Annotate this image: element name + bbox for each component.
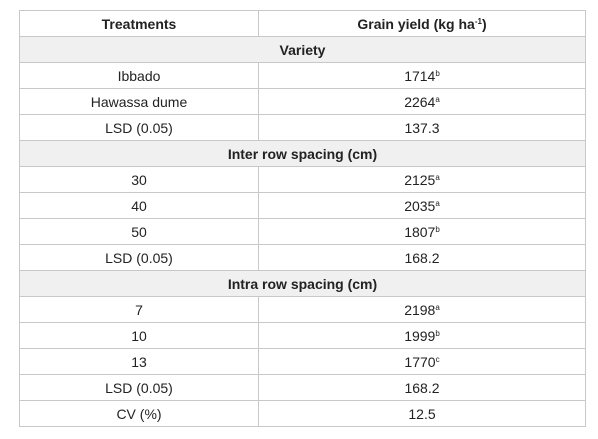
section-row: Intra row spacing (cm) bbox=[19, 270, 586, 297]
section-row: Variety bbox=[19, 36, 586, 63]
yield-cell: 168.2 bbox=[258, 374, 586, 401]
yield-cell: 2198a bbox=[258, 296, 586, 323]
yield-cell: 137.3 bbox=[258, 114, 586, 141]
significance-letter: a bbox=[435, 94, 440, 104]
treatment-cell: 50 bbox=[19, 218, 259, 245]
header-text: Treatments bbox=[101, 15, 177, 32]
treatment-cell: LSD (0.05) bbox=[19, 374, 259, 401]
data-row: LSD (0.05) 168.2 bbox=[19, 374, 586, 401]
yield-value: 12.5 bbox=[408, 405, 436, 422]
data-row: Ibbado 1714b bbox=[19, 62, 586, 89]
treatment-cell: Hawassa dume bbox=[19, 88, 259, 115]
header-cell: Treatments bbox=[19, 10, 259, 37]
header-cell: Grain yield (kg ha-1) bbox=[258, 10, 586, 37]
yield-cell: 1807b bbox=[258, 218, 586, 245]
data-row: 40 2035a bbox=[19, 192, 586, 219]
header-text: ) bbox=[481, 15, 487, 32]
yield-value: 168.2 bbox=[404, 379, 440, 396]
yield-cell: 1999b bbox=[258, 322, 586, 349]
data-row: CV (%) 12.5 bbox=[19, 400, 586, 427]
yield-cell: 2035a bbox=[258, 192, 586, 219]
treatment-cell: 10 bbox=[19, 322, 259, 349]
yield-value: 1807 bbox=[404, 223, 436, 240]
yield-value: 2035 bbox=[404, 197, 436, 214]
data-row: 7 2198a bbox=[19, 296, 586, 323]
treatment-cell: 30 bbox=[19, 166, 259, 193]
yield-cell: 168.2 bbox=[258, 244, 586, 271]
significance-letter: c bbox=[435, 354, 440, 364]
data-row: Hawassa dume 2264a bbox=[19, 88, 586, 115]
significance-letter: b bbox=[435, 224, 440, 234]
significance-letter: a bbox=[435, 172, 440, 182]
yield-value: 2198 bbox=[404, 301, 436, 318]
data-row: LSD (0.05) 137.3 bbox=[19, 114, 586, 141]
treatment-cell: 13 bbox=[19, 348, 259, 375]
yield-cell: 1714b bbox=[258, 62, 586, 89]
yield-table: Treatments Grain yield (kg ha-1) Variety… bbox=[19, 10, 586, 427]
data-row: 13 1770c bbox=[19, 348, 586, 375]
treatment-cell: LSD (0.05) bbox=[19, 114, 259, 141]
significance-letter: b bbox=[435, 328, 440, 338]
data-row: LSD (0.05) 168.2 bbox=[19, 244, 586, 271]
header-sup: -1 bbox=[474, 16, 482, 26]
table-body: Variety Ibbado 1714b Hawassa dume 2264a LSD (… bbox=[19, 36, 586, 427]
significance-letter: a bbox=[435, 198, 440, 208]
yield-value: 1999 bbox=[404, 327, 436, 344]
yield-value: 1770 bbox=[404, 353, 436, 370]
yield-value: 2125 bbox=[404, 171, 436, 188]
treatment-cell: 40 bbox=[19, 192, 259, 219]
section-title: Variety bbox=[19, 36, 586, 63]
yield-cell: 2264a bbox=[258, 88, 586, 115]
significance-letter: b bbox=[435, 68, 440, 78]
yield-cell: 2125a bbox=[258, 166, 586, 193]
table-head: Treatments Grain yield (kg ha-1) bbox=[19, 10, 586, 37]
section-title: Inter row spacing (cm) bbox=[19, 140, 586, 167]
significance-letter: a bbox=[435, 302, 440, 312]
treatment-cell: Ibbado bbox=[19, 62, 259, 89]
data-row: 30 2125a bbox=[19, 166, 586, 193]
yield-value: 2264 bbox=[404, 93, 436, 110]
treatment-cell: LSD (0.05) bbox=[19, 244, 259, 271]
yield-value: 1714 bbox=[404, 67, 436, 84]
header-text: Grain yield (kg ha bbox=[357, 15, 475, 32]
treatment-cell: 7 bbox=[19, 296, 259, 323]
data-row: 50 1807b bbox=[19, 218, 586, 245]
yield-value: 168.2 bbox=[404, 249, 440, 266]
header-row: Treatments Grain yield (kg ha-1) bbox=[19, 10, 586, 37]
section-row: Inter row spacing (cm) bbox=[19, 140, 586, 167]
yield-cell: 1770c bbox=[258, 348, 586, 375]
section-title: Intra row spacing (cm) bbox=[19, 270, 586, 297]
yield-cell: 12.5 bbox=[258, 400, 586, 427]
yield-value: 137.3 bbox=[404, 119, 440, 136]
treatment-cell: CV (%) bbox=[19, 400, 259, 427]
data-row: 10 1999b bbox=[19, 322, 586, 349]
